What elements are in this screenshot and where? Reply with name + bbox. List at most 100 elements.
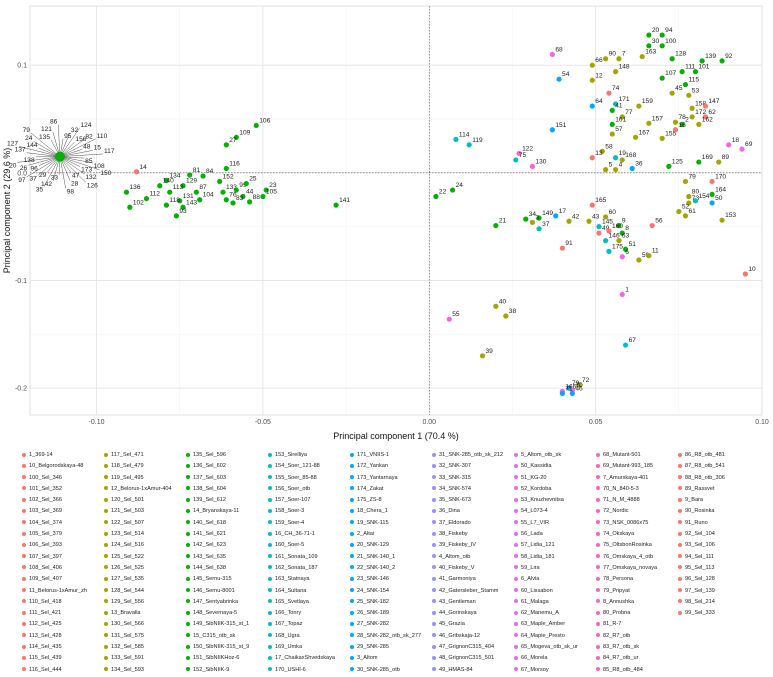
legend-entry: 38_Fiskeby: [432, 529, 514, 540]
point-label: 155: [665, 130, 676, 137]
legend-label: 90_Rosinka: [685, 508, 715, 515]
legend-label: 91_Runo: [685, 519, 708, 526]
point-label: 129: [186, 178, 197, 185]
legend-entry: 46_Gribskaja-12: [432, 631, 514, 642]
data-point: [589, 62, 595, 68]
data-point: [167, 189, 173, 195]
point-label: 87: [199, 184, 207, 191]
point-label: 116: [229, 161, 240, 168]
legend-label: 57_Lidia_121: [521, 542, 555, 549]
data-point: [556, 76, 562, 82]
data-point: [233, 187, 239, 193]
legend-marker: [596, 621, 600, 626]
legend-label: 47_GrignonC315_404: [439, 644, 495, 651]
legend-label: 17_ChaikaxShvedskaya: [275, 655, 336, 662]
legend-column: 1_369-14 10_Belgorodskaya-48 100_Sel_346 10…: [22, 450, 104, 676]
point-label: 8: [625, 225, 629, 232]
legend-marker: [596, 644, 600, 649]
legend-entry: 97_Sel_139: [678, 586, 760, 597]
hub-leader-line: [43, 156, 61, 187]
legend-entry: 95_Sel_113: [678, 563, 760, 574]
point-label: 14: [139, 164, 147, 171]
legend-entry: 19_SNK-115: [350, 518, 432, 529]
legend-entry: 76_Omskaya_4_otb: [596, 552, 678, 563]
legend-entry: 2_Altai: [350, 529, 432, 540]
legend-entry: 9_Bara: [678, 495, 760, 506]
legend-label: 125_Sel_522: [111, 553, 144, 560]
legend-marker: [22, 452, 26, 457]
legend-entry: 70_N_840-5-3: [596, 484, 678, 495]
data-point: [197, 197, 203, 203]
legend-marker: [596, 509, 600, 513]
legend-entry: 1_369-14: [22, 450, 104, 461]
legend-marker: [186, 509, 190, 513]
data-point: [217, 178, 223, 185]
legend-entry: 170_USHI-6: [268, 665, 350, 676]
legend-marker: [104, 644, 108, 649]
data-point: [479, 353, 486, 359]
legend-entry: 22_SNK-140_2: [350, 563, 432, 574]
legend-entry: 175_ZS-8: [350, 495, 432, 506]
legend-label: 14_Bryanskaya-11: [193, 508, 240, 515]
legend: 1_369-14 10_Belgorodskaya-48 100_Sel_346 10…: [22, 450, 770, 674]
legend-label: 8_Annushka: [603, 598, 635, 605]
legend-label: 77_Omskaya_novaya: [603, 564, 658, 571]
legend-entry: 137_Sel_603: [186, 473, 268, 484]
legend-entry: 84_R7_otb_ur: [596, 653, 678, 664]
legend-label: 12_Belorus-1xAmur-404: [111, 485, 172, 492]
legend-marker: [350, 599, 354, 604]
legend-entry: 125_Sel_522: [104, 552, 186, 563]
point-label: 72: [582, 377, 590, 384]
legend-entry: 156_Soer_otb: [268, 484, 350, 495]
legend-entry: 93_Sel_106: [678, 540, 760, 551]
legend-label: 72_Nordic: [603, 508, 629, 515]
legend-marker: [268, 452, 272, 457]
legend-label: 82_R7_otb: [603, 632, 631, 639]
legend-marker: [514, 655, 518, 660]
legend-marker: [596, 452, 600, 457]
hub-point-label: 98: [67, 188, 75, 195]
data-point: [133, 169, 140, 175]
legend-entry: 152_SibNIIK-9: [186, 665, 268, 676]
hub-leader-line: [17, 156, 60, 163]
legend-label: 157_Soer-107: [275, 497, 311, 504]
legend-label: 118_Sel_479: [111, 463, 144, 470]
legend-entry: 138_Sel_604: [186, 484, 268, 495]
legend-label: 116_Sel_444: [29, 666, 62, 673]
legend-marker: [104, 667, 108, 672]
hub-leader-line: [59, 156, 66, 189]
legend-column: 171_VNIIS-1 172_Yankan 173_Yantarnaya 174_Z…: [350, 450, 432, 676]
hub-point-label: 47: [72, 173, 80, 180]
data-point: [453, 136, 459, 143]
hub-point-label: 117: [104, 148, 115, 155]
legend-label: 63_Maple_Amber: [521, 621, 566, 628]
legend-column: 86_R8_otb_481 87_R8_otb_541 88_R8_otb_306 8…: [678, 450, 760, 619]
point-label: 78: [678, 114, 686, 121]
hub-point-label: 35: [36, 186, 44, 193]
legend-label: 80_Probna: [603, 610, 631, 617]
legend-marker: [350, 531, 354, 536]
legend-entry: 49_HMAS-84: [432, 665, 514, 676]
legend-marker: [432, 667, 436, 672]
legend-marker: [104, 576, 108, 581]
point-label: 130: [535, 158, 546, 165]
legend-entry: 119_Sel_495: [104, 473, 186, 484]
hub-point-label: 28: [71, 181, 79, 188]
legend-marker: [268, 531, 272, 536]
legend-marker: [678, 599, 682, 604]
point-label: 7: [622, 51, 626, 58]
legend-entry: 114_Sel_435: [22, 642, 104, 653]
legend-entry: 136_Sel_602: [186, 461, 268, 472]
legend-entry: 12_Belorus-1xAmur-404: [104, 484, 186, 495]
data-point: [586, 218, 592, 224]
legend-entry: 44_Gorinskaya: [432, 608, 514, 619]
hub-point-label: 96: [30, 166, 38, 173]
legend-label: 110_Sel_418: [29, 598, 62, 605]
legend-marker: [350, 565, 354, 570]
legend-label: 9_Bara: [685, 497, 704, 504]
point-label: 90: [609, 51, 617, 58]
point-label: 171: [619, 96, 630, 103]
legend-label: 144_Sel_638: [193, 564, 226, 571]
data-point: [669, 56, 675, 62]
point-label: 2: [685, 116, 689, 123]
